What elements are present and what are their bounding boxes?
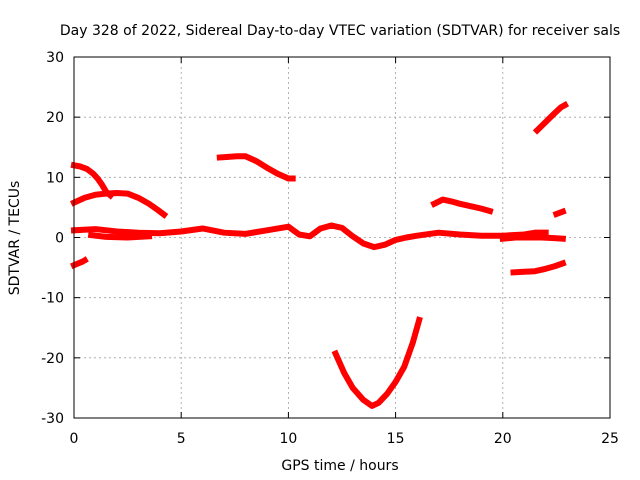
y-tick-label: -30: [41, 411, 64, 427]
series-s6-trace: [216, 153, 296, 182]
series-s1-trace: [70, 256, 89, 270]
series-s8-trace: [430, 196, 494, 215]
chart-title: Day 328 of 2022, Sidereal Day-to-day VTE…: [60, 23, 620, 39]
y-tick-label: 30: [46, 50, 64, 66]
x-axis-label: GPS time / hours: [281, 458, 398, 474]
y-tick-label: 0: [55, 231, 64, 247]
y-tick-label: -10: [41, 291, 64, 307]
series-s5-trace: [87, 231, 153, 241]
y-axis-label: SDTVAR / TECUs: [7, 181, 23, 296]
x-tick-label: 15: [387, 431, 405, 447]
series-s2-trace: [70, 161, 115, 200]
series-s9-trace: [499, 234, 567, 242]
x-tick-label: 5: [177, 431, 186, 447]
series-s7-trace: [331, 316, 423, 409]
series-s12-trace: [532, 101, 570, 135]
series-s3-trace: [70, 189, 169, 219]
y-tick-label: 20: [46, 110, 64, 126]
y-tick-label: -20: [41, 351, 64, 367]
series-s10-trace: [510, 259, 567, 276]
series-s4-trace: [70, 222, 549, 251]
x-tick-label: 25: [601, 431, 619, 447]
series-s11-trace: [552, 207, 567, 218]
data-points: [70, 101, 570, 409]
axis-ticks: 0 5 10 15 20 25 -30 -20 -10 0 10 20 30: [41, 50, 619, 447]
x-tick-label: 10: [279, 431, 297, 447]
x-tick-label: 0: [70, 431, 79, 447]
y-tick-label: 10: [46, 170, 64, 186]
x-tick-label: 20: [494, 431, 512, 447]
